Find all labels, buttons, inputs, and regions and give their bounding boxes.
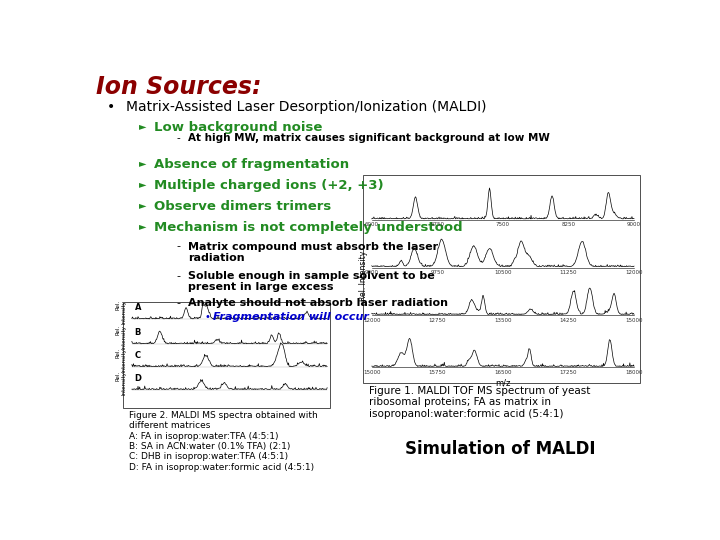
Text: C: C [135,352,141,360]
Text: ►: ► [139,158,147,168]
Text: 15750: 15750 [428,370,446,375]
Text: 17250: 17250 [559,370,577,375]
Text: 18000: 18000 [625,370,643,375]
Text: 6000: 6000 [365,222,379,227]
Text: Figure 1. MALDI TOF MS spectrum of yeast
ribosomal proteins; FA as matrix in
iso: Figure 1. MALDI TOF MS spectrum of yeast… [369,386,590,419]
Text: 12750: 12750 [428,318,446,323]
Text: 9000: 9000 [365,270,379,275]
Text: Matrix-Assisted Laser Desorption/Ionization (MALDI): Matrix-Assisted Laser Desorption/Ionizat… [126,100,487,114]
Text: Rel.
Intensity: Rel. Intensity [115,348,126,372]
Text: 10500: 10500 [494,270,512,275]
Text: ►: ► [139,121,147,131]
Text: 6750: 6750 [431,222,444,227]
Text: 9000: 9000 [627,222,641,227]
Text: 12000: 12000 [625,270,643,275]
Text: 15000: 15000 [363,370,381,375]
Text: Rel.
Intensity: Rel. Intensity [115,300,126,324]
Text: Low background noise: Low background noise [154,121,323,134]
Text: Figure 2. MALDI MS spectra obtained with
different matrices
A: FA in isoprop:wat: Figure 2. MALDI MS spectra obtained with… [129,411,318,472]
Text: -: - [176,241,181,252]
Text: ►: ► [139,221,147,231]
Text: Absence of fragmentation: Absence of fragmentation [154,158,349,171]
Bar [364,175,639,383]
Text: ►: ► [139,179,147,189]
Text: Ion Sources:: Ion Sources: [96,75,261,99]
Text: 8250: 8250 [562,222,575,227]
Text: A: A [135,303,141,313]
Text: 13500: 13500 [494,318,512,323]
Text: 15000: 15000 [625,318,643,323]
Text: 16500: 16500 [494,370,512,375]
Text: Rel.
Intensity: Rel. Intensity [115,325,126,349]
Text: Soluble enough in sample solvent to be
present in large excess: Soluble enough in sample solvent to be p… [188,271,434,292]
Text: -: - [176,133,180,144]
Text: Fragmentation will occur: Fragmentation will occur [213,312,369,322]
Text: -: - [176,271,181,281]
Text: 9750: 9750 [431,270,444,275]
Text: 12000: 12000 [363,318,381,323]
Text: Simulation of MALDI: Simulation of MALDI [405,440,595,458]
Text: -: - [176,298,181,308]
Text: 11250: 11250 [559,270,577,275]
Text: Observe dimers trimers: Observe dimers trimers [154,200,331,213]
Text: Analyte should not absorb laser radiation: Analyte should not absorb laser radiatio… [188,298,448,308]
Text: Rel.
Intensity: Rel. Intensity [115,371,126,395]
Bar [124,302,330,408]
Text: Multiple charged ions (+2, +3): Multiple charged ions (+2, +3) [154,179,384,192]
Text: •: • [107,100,115,114]
Text: •: • [204,312,210,322]
Text: Matrix compound must absorb the laser
radiation: Matrix compound must absorb the laser ra… [188,241,438,263]
Text: 14250: 14250 [559,318,577,323]
Text: m/z: m/z [495,379,510,388]
Text: Mechanism is not completely understood: Mechanism is not completely understood [154,221,463,234]
Text: D: D [135,374,142,383]
Text: ►: ► [139,200,147,210]
Text: 7500: 7500 [496,222,510,227]
Text: Rel. Intensity: Rel. Intensity [359,251,368,301]
Text: At high MW, matrix causes significant background at low MW: At high MW, matrix causes significant ba… [188,133,549,144]
Text: B: B [135,328,141,338]
